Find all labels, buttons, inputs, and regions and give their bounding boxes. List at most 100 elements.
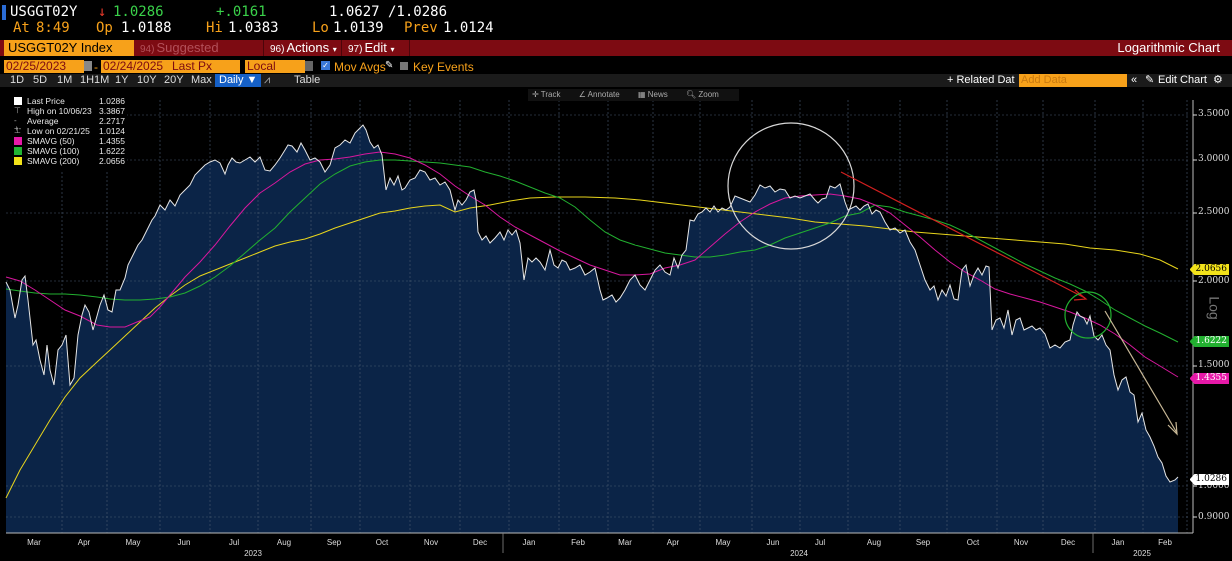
legend-value: 2.0656 [99, 156, 125, 166]
chart-toolbar: 1D 5D 1M 1H1M 1Y 10Y 20Y Max Daily ▼ ⩘ T… [0, 74, 1232, 87]
gear-icon[interactable]: ⚙ [1213, 74, 1223, 86]
dropdown-caret-icon: ▾ [390, 45, 395, 54]
related-data-button[interactable]: + Related Dat [947, 74, 1015, 86]
legend-item-sma100[interactable]: SMAVG (100) 1.6222 [5, 146, 127, 156]
x-month-label: Jan [1111, 538, 1125, 547]
y-tick-label: 2.5000 [1198, 207, 1230, 217]
quote-row-1: USGGT02Y ↓ 1.0286 +.0161 1.0627 /1.0286 [0, 4, 1232, 21]
legend-label: SMAVG (100) [27, 146, 80, 156]
edit-menu[interactable]: 97) Edit ▾ [344, 40, 410, 56]
dropdown-caret-icon: ▾ [332, 45, 337, 54]
line-chart-icon[interactable]: ⩘ [264, 74, 271, 86]
red-arrowhead [1073, 289, 1088, 301]
legend-item-sma50[interactable]: SMAVG (50) 1.4355 [5, 136, 127, 146]
sma50-value-tag: 1.4355 [1189, 373, 1229, 384]
legend-value: 3.3867 [99, 106, 125, 116]
legend-item-sma200[interactable]: SMAVG (200) 2.0656 [5, 156, 127, 166]
legend-label: Last Price [27, 96, 65, 106]
x-month-label: Feb [1158, 538, 1172, 547]
x-month-label: Oct [375, 538, 389, 547]
legend-swatch [14, 147, 22, 155]
collapse-icon[interactable]: « [1131, 74, 1138, 86]
low-label: Lo [312, 20, 329, 36]
price-area [6, 125, 1178, 533]
start-date-input[interactable]: 02/25/2023 [4, 60, 84, 73]
zoom-tool[interactable]: 🔍︎ Zoom [685, 90, 719, 99]
x-month-label: Aug [866, 538, 882, 547]
quote-row-2: At 8:49 Op 1.0188 Hi 1.0383 Lo 1.0139 Pr… [0, 20, 1232, 37]
average-marker-icon: -+- [14, 116, 22, 133]
x-month-label: Oct [966, 538, 980, 547]
x-month-label: Jun [177, 538, 191, 547]
legend-item-high[interactable]: ⊤ High on 10/06/23 3.3867 [5, 106, 127, 116]
suggested-charts-menu[interactable]: 94)Suggested Charts ▾ [136, 40, 264, 73]
x-month-label: Apr [77, 538, 91, 547]
y-tick-label: 3.0000 [1198, 154, 1230, 164]
actions-menu[interactable]: 96) Actions ▾ [266, 40, 342, 56]
open-value: 1.0188 [121, 20, 172, 36]
x-month-label: Jul [814, 538, 826, 547]
pencil-icon[interactable]: ✎ [385, 60, 394, 71]
x-year-label: 2025 [1133, 549, 1151, 558]
period-5d[interactable]: 5D [33, 74, 48, 86]
period-1y[interactable]: 1Y [115, 74, 129, 86]
legend-item-last-price[interactable]: Last Price 1.0286 [5, 96, 127, 106]
sma100-value-tag: 1.6222 [1189, 336, 1229, 347]
tan-projection-arrow [1104, 310, 1178, 434]
security-color-marker [2, 5, 6, 20]
x-month-label: Nov [423, 538, 439, 547]
edit-chart-button[interactable]: Edit Chart [1158, 74, 1207, 86]
calendar-icon[interactable] [84, 61, 92, 71]
high-label: Hi [206, 20, 223, 36]
period-1d[interactable]: 1D [10, 74, 25, 86]
period-1m[interactable]: 1M [57, 74, 73, 86]
x-month-label: Sep [326, 538, 342, 547]
price-chart[interactable] [0, 88, 1232, 561]
news-label: News [647, 90, 668, 99]
log-scale-label[interactable]: Log [1206, 296, 1223, 320]
x-month-label: Mar [618, 538, 632, 547]
table-button[interactable]: Table [294, 74, 321, 86]
legend-value: 1.0124 [99, 126, 125, 136]
end-date-input[interactable]: 02/24/2025 [101, 60, 181, 73]
key-events-checkbox[interactable] [400, 62, 408, 70]
legend-item-average[interactable]: -+- Average 2.2717 [5, 116, 127, 133]
track-tool[interactable]: ✛ Track [532, 90, 561, 99]
pencil-icon[interactable]: ✎ [1145, 74, 1155, 86]
x-year-label: 2023 [244, 549, 262, 558]
period-1h1m[interactable]: 1H1M [80, 74, 110, 86]
currency-select[interactable]: Local CCY [245, 60, 305, 86]
menu-number: 96) [270, 44, 285, 55]
legend-item-low[interactable]: ⊥ Low on 02/21/25 1.0124 [5, 126, 127, 136]
frequency-dropdown[interactable]: Daily ▼ [215, 74, 262, 87]
y-axis-ticks [1193, 114, 1197, 518]
mov-avgs-checkbox[interactable]: ✓ [321, 61, 330, 70]
legend-swatch [14, 137, 22, 145]
y-tick-label: 1.5000 [1198, 360, 1230, 370]
add-data-input[interactable]: Add Data [1019, 74, 1127, 87]
down-arrow-icon: ↓ [98, 4, 107, 20]
red-downtrend-arrow [840, 171, 1086, 299]
last-price-line [5, 124, 1179, 483]
security-field[interactable]: USGGT02Y Index [4, 40, 134, 56]
legend-swatch [14, 157, 22, 165]
dropdown-caret-icon[interactable] [305, 61, 313, 71]
y-tick-label: 1.0000 [1198, 481, 1230, 491]
last-price: 1.0286 [113, 4, 164, 20]
high-marker-icon: ⊤ [14, 106, 21, 115]
low-marker-icon: ⊥ [14, 126, 21, 135]
news-tool[interactable]: ▦ News [637, 90, 668, 99]
controls-bar: 02/25/2023 - 02/24/2025 Last Px Local CC… [0, 60, 1232, 86]
period-20y[interactable]: 20Y [164, 74, 184, 86]
prev-value: 1.0124 [443, 20, 494, 36]
period-max[interactable]: Max [191, 74, 212, 86]
ticker: USGGT02Y [10, 4, 78, 20]
annotate-tool[interactable]: ∠ Annotate [578, 90, 620, 99]
legend-value: 2.2717 [99, 116, 125, 126]
legend-label: Low on 02/21/25 [27, 126, 90, 136]
x-month-label: Mar [27, 538, 41, 547]
menu-number: 94) [140, 44, 155, 55]
period-10y[interactable]: 10Y [137, 74, 157, 86]
price-field-select[interactable]: Last Px [170, 60, 240, 73]
prev-label: Prev [404, 20, 438, 36]
